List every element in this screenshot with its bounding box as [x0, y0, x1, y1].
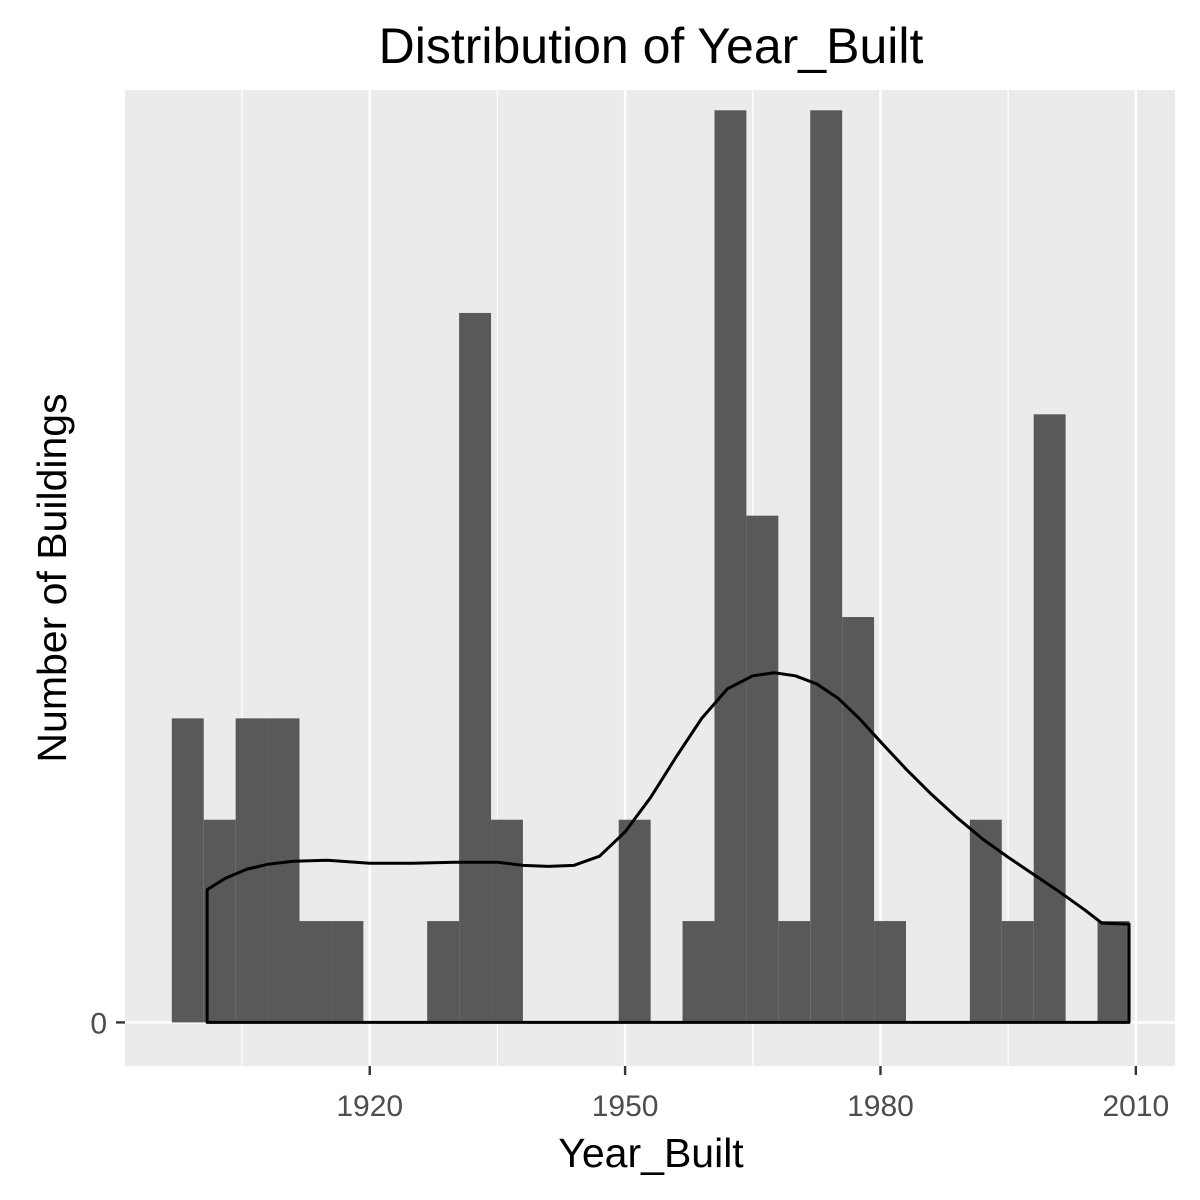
density-curve: [205, 671, 1131, 1024]
histogram-bar: [1033, 414, 1066, 1023]
histogram-bar: [267, 718, 300, 1023]
histogram-bars: [171, 110, 1130, 1023]
histogram-bar: [810, 110, 843, 1023]
histogram-bar: [299, 921, 332, 1023]
x-axis-ticks: 1920 1950 1980 2010: [336, 1066, 1169, 1123]
histogram-bar: [842, 617, 875, 1023]
x-axis-title: Year_Built: [558, 1130, 744, 1176]
histogram-bar: [427, 921, 460, 1023]
histogram-bar: [618, 819, 651, 1023]
x-tick-label: 1950: [592, 1090, 659, 1123]
histogram-bar: [459, 312, 492, 1023]
histogram-bar: [171, 718, 204, 1023]
chart-title: Distribution of Year_Built: [379, 18, 924, 74]
histogram-bar: [746, 515, 779, 1023]
histogram-bar: [203, 819, 236, 1023]
x-tick-label: 1980: [847, 1090, 914, 1123]
histogram-bar: [969, 819, 1002, 1023]
x-tick-label: 1920: [336, 1090, 403, 1123]
histogram-bar: [682, 921, 715, 1023]
histogram-bar: [1097, 921, 1130, 1023]
histogram-bar: [1001, 921, 1034, 1023]
y-axis-ticks: 0: [90, 1007, 125, 1040]
histogram-bar: [714, 110, 747, 1023]
histogram-bar: [874, 921, 907, 1023]
histogram-bar: [331, 921, 364, 1023]
histogram-bar: [491, 819, 523, 1023]
y-axis-title: Number of Buildings: [29, 393, 75, 762]
y-tick-label: 0: [90, 1007, 107, 1040]
x-tick-label: 2010: [1102, 1090, 1169, 1123]
histogram-bar: [778, 921, 811, 1023]
